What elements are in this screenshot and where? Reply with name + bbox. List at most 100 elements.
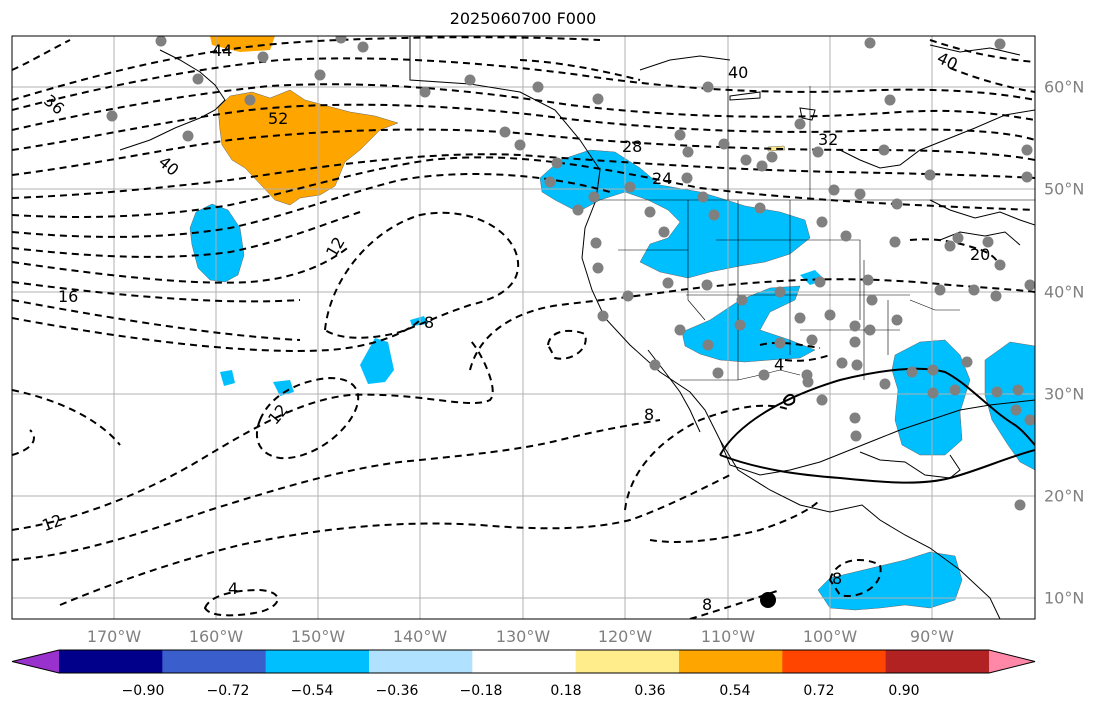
station-dot (155, 36, 167, 47)
station-dot (879, 378, 891, 390)
station-dot (990, 290, 1002, 302)
station-dot (952, 232, 964, 244)
colorbar-tick-1: −0.90 (121, 683, 165, 699)
station-dot (1010, 404, 1022, 416)
station-dot (592, 93, 604, 105)
large-station-dot (760, 592, 776, 608)
station-dot (862, 274, 874, 286)
negative-shading-pacific-small2 (273, 380, 294, 396)
station-dot (889, 236, 901, 248)
lon-label-120w: 120°W (597, 627, 653, 646)
station-dot (884, 94, 896, 106)
station-dot (968, 284, 980, 296)
station-dot (736, 294, 748, 306)
station-dot (754, 202, 766, 214)
station-dot (697, 191, 709, 203)
station-dot (828, 184, 840, 196)
station-dot (836, 357, 848, 369)
colorbar-bin (575, 650, 680, 673)
contour-label-10: 20 (970, 245, 990, 264)
station-dot (182, 130, 194, 142)
station-dot (840, 230, 852, 242)
station-dot (774, 286, 786, 298)
colorbar-extend-low (12, 650, 59, 673)
contour-label-14: 4 (774, 355, 784, 374)
station-dot (814, 276, 826, 288)
contour-label-20: 4 (228, 579, 238, 598)
station-dot (682, 146, 694, 158)
station-dot (854, 188, 866, 200)
station-dot (588, 191, 600, 203)
contours (12, 36, 1035, 619)
station-dot (816, 394, 828, 406)
station-dot (851, 359, 863, 371)
station-dot (335, 36, 347, 44)
lat-label-40n: 40°N (1044, 282, 1085, 302)
station-dot (774, 337, 786, 349)
station-dot (597, 310, 609, 322)
station-dot (712, 367, 724, 379)
station-dot (756, 160, 768, 172)
colorbar-bin (782, 650, 887, 673)
lon-label-160w: 160°W (188, 627, 244, 646)
station-dot (544, 176, 556, 188)
colorbar-tick-3: −0.54 (290, 683, 334, 699)
station-dot (906, 366, 918, 378)
colorbar-tick-2: −0.72 (206, 683, 250, 699)
station-dot (244, 94, 256, 106)
contour-label-13: 8 (424, 313, 434, 332)
station-dot (924, 169, 936, 181)
contour-label-2: 40 (728, 63, 748, 82)
station-dot (949, 384, 961, 396)
station-dot (674, 129, 686, 141)
station-dot (734, 319, 746, 331)
station-dot (106, 110, 118, 122)
negative-shading-pacific-small1 (220, 370, 235, 386)
station-dot (806, 334, 818, 346)
colorbar-tick-6: 0.18 (550, 683, 582, 699)
contour-label-19: 8 (832, 569, 842, 588)
contour-label-5: 52 (268, 109, 288, 128)
station-dot (644, 206, 656, 218)
station-dot (624, 181, 636, 193)
station-dot (927, 364, 939, 376)
station-dot (766, 151, 778, 163)
station-dot (681, 172, 693, 184)
station-dot (794, 312, 806, 324)
colorbar-tick-8: 0.54 (719, 683, 751, 699)
station-dot (708, 209, 720, 221)
contour-label-6: 28 (622, 137, 642, 156)
station-dot (649, 359, 661, 371)
negative-shading-pacific-small3 (360, 338, 394, 384)
station-dot (622, 290, 634, 302)
lat-label-60n: 60°N (1044, 77, 1085, 97)
station-dot (1021, 144, 1033, 156)
station-dot (1021, 171, 1033, 183)
colorbar-bin (679, 650, 783, 673)
station-dot (849, 412, 861, 424)
lon-label-140w: 140°W (392, 627, 448, 646)
contour-label-7: 24 (652, 169, 672, 188)
positive-shading-alaska (217, 89, 399, 206)
colorbar-tick-9: 0.72 (803, 683, 835, 699)
colorbar-bin (885, 650, 990, 673)
station-dot (590, 237, 602, 249)
station-dot (991, 386, 1003, 398)
station-dot (1024, 279, 1035, 291)
station-dot (758, 369, 770, 381)
contour-label-16: 8 (644, 405, 654, 424)
colorbar (11, 649, 1036, 674)
lat-label-20n: 20°N (1044, 486, 1085, 506)
station-dot (824, 309, 836, 321)
colorbar-bin (369, 650, 473, 673)
station-dot (891, 198, 903, 210)
negative-shading-pacific-northwest (539, 149, 811, 279)
station-dot (532, 81, 544, 93)
colorbar-tick-7: 0.36 (634, 683, 666, 699)
station-dot (994, 259, 1006, 271)
station-dot (982, 236, 994, 248)
station-dots (106, 36, 1035, 511)
station-dot (812, 146, 824, 158)
station-dot (674, 324, 686, 336)
station-dot (718, 138, 730, 150)
